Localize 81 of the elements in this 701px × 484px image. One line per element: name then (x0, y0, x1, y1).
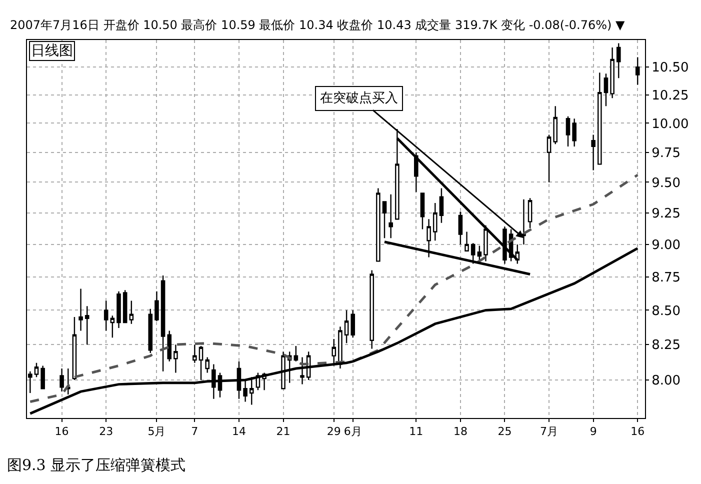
candlestick (598, 72, 602, 165)
candlestick (439, 188, 444, 224)
candlestick (249, 376, 254, 406)
y-tick-label: 10.50 (652, 60, 689, 76)
candlestick (78, 288, 83, 332)
candlestick (420, 192, 425, 230)
line-series (28, 174, 639, 404)
candlestick (160, 274, 166, 372)
candlestick (129, 300, 134, 324)
candlestick (458, 211, 463, 246)
candlestick (60, 368, 64, 392)
candlestick (572, 118, 576, 148)
candlestick (34, 362, 39, 378)
chart-subtitle: 2007年7月16日 开盘价 10.50 最高价 10.59 最低价 10.34 收盘价 10.43 成交量 319.7K 变化 -0.08(-0.76%) ▼ (10, 18, 626, 32)
candlestick (174, 344, 178, 374)
candlestick (66, 368, 70, 396)
x-tick-label: 23 (99, 425, 114, 438)
candlestick (388, 194, 393, 239)
candlestick (154, 290, 159, 322)
x-tick-label: 7 (191, 425, 198, 438)
y-tick-label: 10.25 (652, 88, 689, 104)
candlestick (110, 315, 115, 338)
x-tick-label: 16 (54, 425, 69, 438)
x-tick-label: 21 (276, 425, 290, 438)
candlestick (566, 116, 570, 148)
candlestick (616, 42, 621, 79)
candlestick (635, 56, 640, 86)
caption: 图9.3 显示了压缩弹簧模式 (7, 456, 186, 474)
annotation: 在突破点买入 (320, 91, 398, 106)
y-tick-label: 9.75 (652, 146, 681, 161)
candlestick (604, 73, 608, 107)
candlestick (610, 46, 614, 99)
candlestick (243, 379, 248, 402)
y-tick-label: 8.75 (652, 270, 681, 286)
candlestick (198, 345, 204, 381)
candlestick (192, 344, 197, 364)
x-tick-label: 29 (326, 425, 341, 438)
candlestick (72, 316, 77, 381)
candlestick (205, 356, 210, 374)
candlestick (591, 134, 596, 171)
candlestick (122, 289, 128, 324)
x-tick-label: 7月 (540, 425, 558, 438)
candlestick (528, 197, 532, 229)
x-tick-label: 9 (590, 425, 597, 438)
candlestick (432, 202, 438, 242)
candlestick (546, 134, 552, 183)
candlestick (212, 364, 216, 400)
y-tick-label: 9.25 (652, 206, 681, 222)
candlestick (464, 231, 469, 252)
candlestick (370, 270, 374, 350)
candlestick (553, 105, 558, 145)
candlestick (300, 356, 304, 385)
y-tick-label: 8.50 (652, 304, 681, 319)
y-tick-label: 9.50 (652, 176, 681, 191)
candlestick (84, 306, 90, 346)
x-tick-label: 18 (453, 425, 468, 438)
y-tick-label: 10.00 (652, 116, 689, 132)
candlestick (116, 290, 121, 329)
candlestick (382, 201, 387, 239)
x-tick-label: 11 (409, 425, 424, 438)
candlestick (281, 350, 286, 390)
x-tick-label: 25 (498, 425, 512, 438)
candlestick (350, 310, 356, 338)
y-tick-label: 9.00 (652, 238, 681, 253)
candlestick (414, 152, 418, 193)
x-tick-label: 5月 (148, 425, 166, 438)
annotation: 日线图 (31, 43, 73, 59)
line-series (28, 247, 639, 415)
candlestick (40, 365, 45, 390)
y-tick-label: 8.00 (652, 374, 681, 389)
x-tick-label: 14 (232, 425, 246, 438)
candlestick (338, 326, 342, 370)
candlestick (167, 330, 172, 362)
x-tick-label: 16 (630, 425, 645, 438)
candlestick (294, 345, 298, 362)
x-tick-label: 6月 (344, 425, 362, 438)
candlestick (376, 188, 380, 262)
candlestick (104, 300, 108, 332)
candlestick (148, 308, 153, 354)
candlestick (344, 310, 349, 344)
y-tick-label: 8.25 (652, 338, 681, 354)
